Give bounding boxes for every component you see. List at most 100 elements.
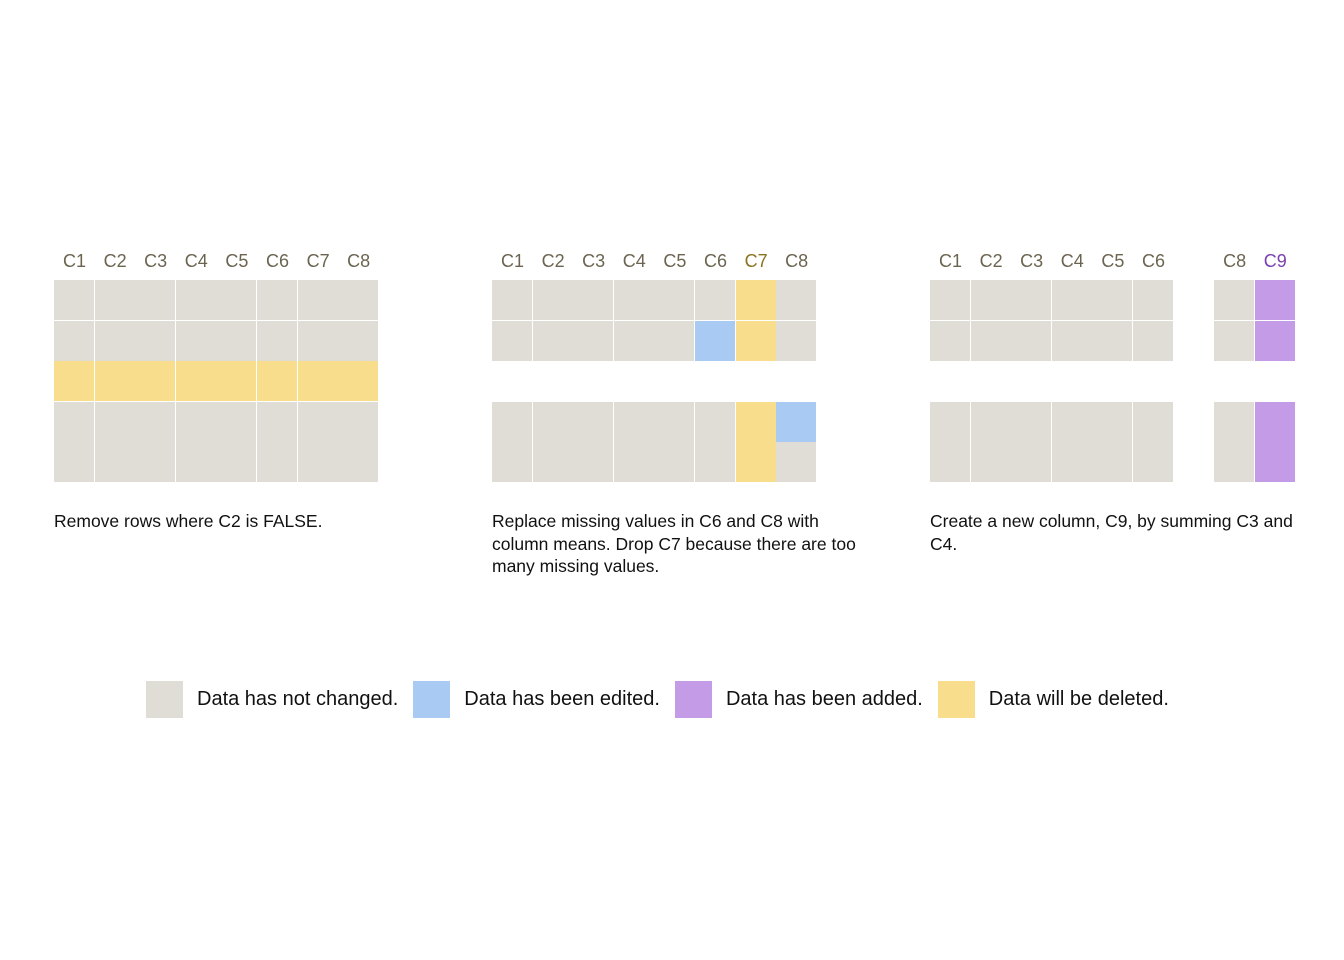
grid-cell-edited (776, 401, 818, 443)
grid-cell-edited (695, 320, 736, 362)
grid-cell-unchanged (338, 442, 380, 483)
grid-cell-unchanged (257, 442, 298, 483)
panel-caption: Remove rows where C2 is FALSE. (54, 511, 323, 531)
grid-cell-unchanged (1133, 280, 1174, 321)
grid-cell-unchanged (654, 401, 696, 443)
column-header-c5: C5 (663, 251, 687, 271)
grid-cell-unchanged (970, 280, 1012, 321)
grid-cell-unchanged (613, 320, 655, 362)
grid-cell-unchanged (776, 280, 818, 321)
grid-cell-unchanged (1092, 401, 1134, 443)
grid-cell-deleted (297, 361, 339, 402)
grid-cell-unchanged (573, 401, 615, 443)
grid-cell-unchanged (573, 442, 615, 483)
grid-cell-unchanged (135, 401, 177, 443)
grid-cell-unchanged (695, 401, 736, 443)
column-header-c8: C8 (1223, 251, 1247, 271)
grid-cell-unchanged (175, 442, 217, 483)
grid-cell-unchanged (1011, 320, 1053, 362)
grid-cell-deleted (54, 361, 95, 402)
grid-cell-unchanged (1051, 442, 1093, 483)
grid-cell-unchanged (175, 401, 217, 443)
grid-cell-unchanged (1092, 442, 1134, 483)
column-header-c6: C6 (1141, 251, 1165, 271)
grid-cell-unchanged (94, 401, 136, 443)
grid-cell-unchanged (492, 442, 533, 483)
grid-cell-added (1254, 401, 1296, 443)
grid-cell-unchanged (94, 280, 136, 321)
panel-caption: Create a new column, C9, by summing C3 a… (930, 511, 1293, 554)
grid-cell-unchanged (695, 442, 736, 483)
grid-cell-unchanged (216, 280, 258, 321)
grid-cell-unchanged (532, 401, 574, 443)
column-header-c1: C1 (938, 251, 962, 271)
grid-cell-unchanged (338, 280, 380, 321)
column-header-c1: C1 (500, 251, 524, 271)
grid-cell-unchanged (175, 280, 217, 321)
grid-cell-unchanged (654, 320, 696, 362)
legend-label: Data has been edited. (464, 687, 660, 710)
grid-cell-unchanged (970, 401, 1012, 443)
column-header-c2: C2 (103, 251, 127, 271)
grid-cell-unchanged (257, 320, 298, 362)
column-header-c6: C6 (703, 251, 727, 271)
column-header-c3: C3 (582, 251, 606, 271)
grid-cell-unchanged (613, 401, 655, 443)
grid-cell-unchanged (94, 442, 136, 483)
grid-cell-unchanged (930, 280, 971, 321)
grid-cell-unchanged (654, 280, 696, 321)
legend-swatch (146, 680, 183, 718)
grid-cell-unchanged (1051, 401, 1093, 443)
grid-cell-unchanged (1011, 442, 1053, 483)
column-header-c6: C6 (265, 251, 289, 271)
column-header-c9: C9 (1263, 251, 1287, 271)
grid-cell-unchanged (930, 320, 971, 362)
grid-cell-unchanged (216, 401, 258, 443)
grid-cell-unchanged (338, 401, 380, 443)
grid-cell-unchanged (532, 442, 574, 483)
grid-cell-deleted (257, 361, 298, 402)
column-header-c4: C4 (622, 251, 646, 271)
grid-cell-unchanged (216, 442, 258, 483)
grid-cell-deleted (338, 361, 380, 402)
column-header-c1: C1 (62, 251, 86, 271)
grid-cell-unchanged (135, 280, 177, 321)
grid-cell-deleted (216, 361, 258, 402)
grid-cell-unchanged (135, 320, 177, 362)
legend-swatch (674, 680, 712, 718)
grid-cell-unchanged (94, 320, 136, 362)
legend-item-added: Data has been added. (674, 680, 923, 718)
grid-cell-unchanged (1214, 280, 1256, 321)
grid-cell-unchanged (1051, 280, 1093, 321)
grid-cell-unchanged (54, 320, 95, 362)
grid-cell-deleted (135, 361, 177, 402)
grid-cell-unchanged (970, 442, 1012, 483)
grid-cell-unchanged (532, 280, 574, 321)
column-header-c3: C3 (1020, 251, 1044, 271)
grid-cell-unchanged (695, 280, 736, 321)
grid-cell-deleted (94, 361, 136, 402)
grid-cell-unchanged (654, 442, 696, 483)
grid-cell-unchanged (930, 442, 971, 483)
grid-cell-unchanged (1011, 280, 1053, 321)
grid-cell-unchanged (1133, 442, 1174, 483)
grid-cell-deleted (735, 401, 777, 443)
legend-label: Data has been added. (725, 687, 923, 710)
grid-cell-unchanged (573, 280, 615, 321)
grid-cell-unchanged (573, 320, 615, 362)
grid-cell-unchanged (257, 280, 298, 321)
grid-cell-unchanged (1092, 320, 1134, 362)
grid-cell-unchanged (175, 320, 217, 362)
grid-cell-unchanged (1011, 401, 1053, 443)
grid-cell-unchanged (1214, 401, 1256, 443)
grid-cell-added (1254, 320, 1296, 362)
grid-cell-unchanged (492, 280, 533, 321)
legend-item-edited: Data has been edited. (413, 680, 660, 718)
legend-item-deleted: Data will be deleted. (937, 680, 1169, 718)
grid-cell-unchanged (492, 320, 533, 362)
grid-cell-added (1254, 442, 1296, 483)
grid-cell-unchanged (1214, 320, 1256, 362)
column-header-c8: C8 (347, 251, 371, 271)
grid-cell-unchanged (970, 320, 1012, 362)
column-header-c7: C7 (744, 251, 768, 271)
